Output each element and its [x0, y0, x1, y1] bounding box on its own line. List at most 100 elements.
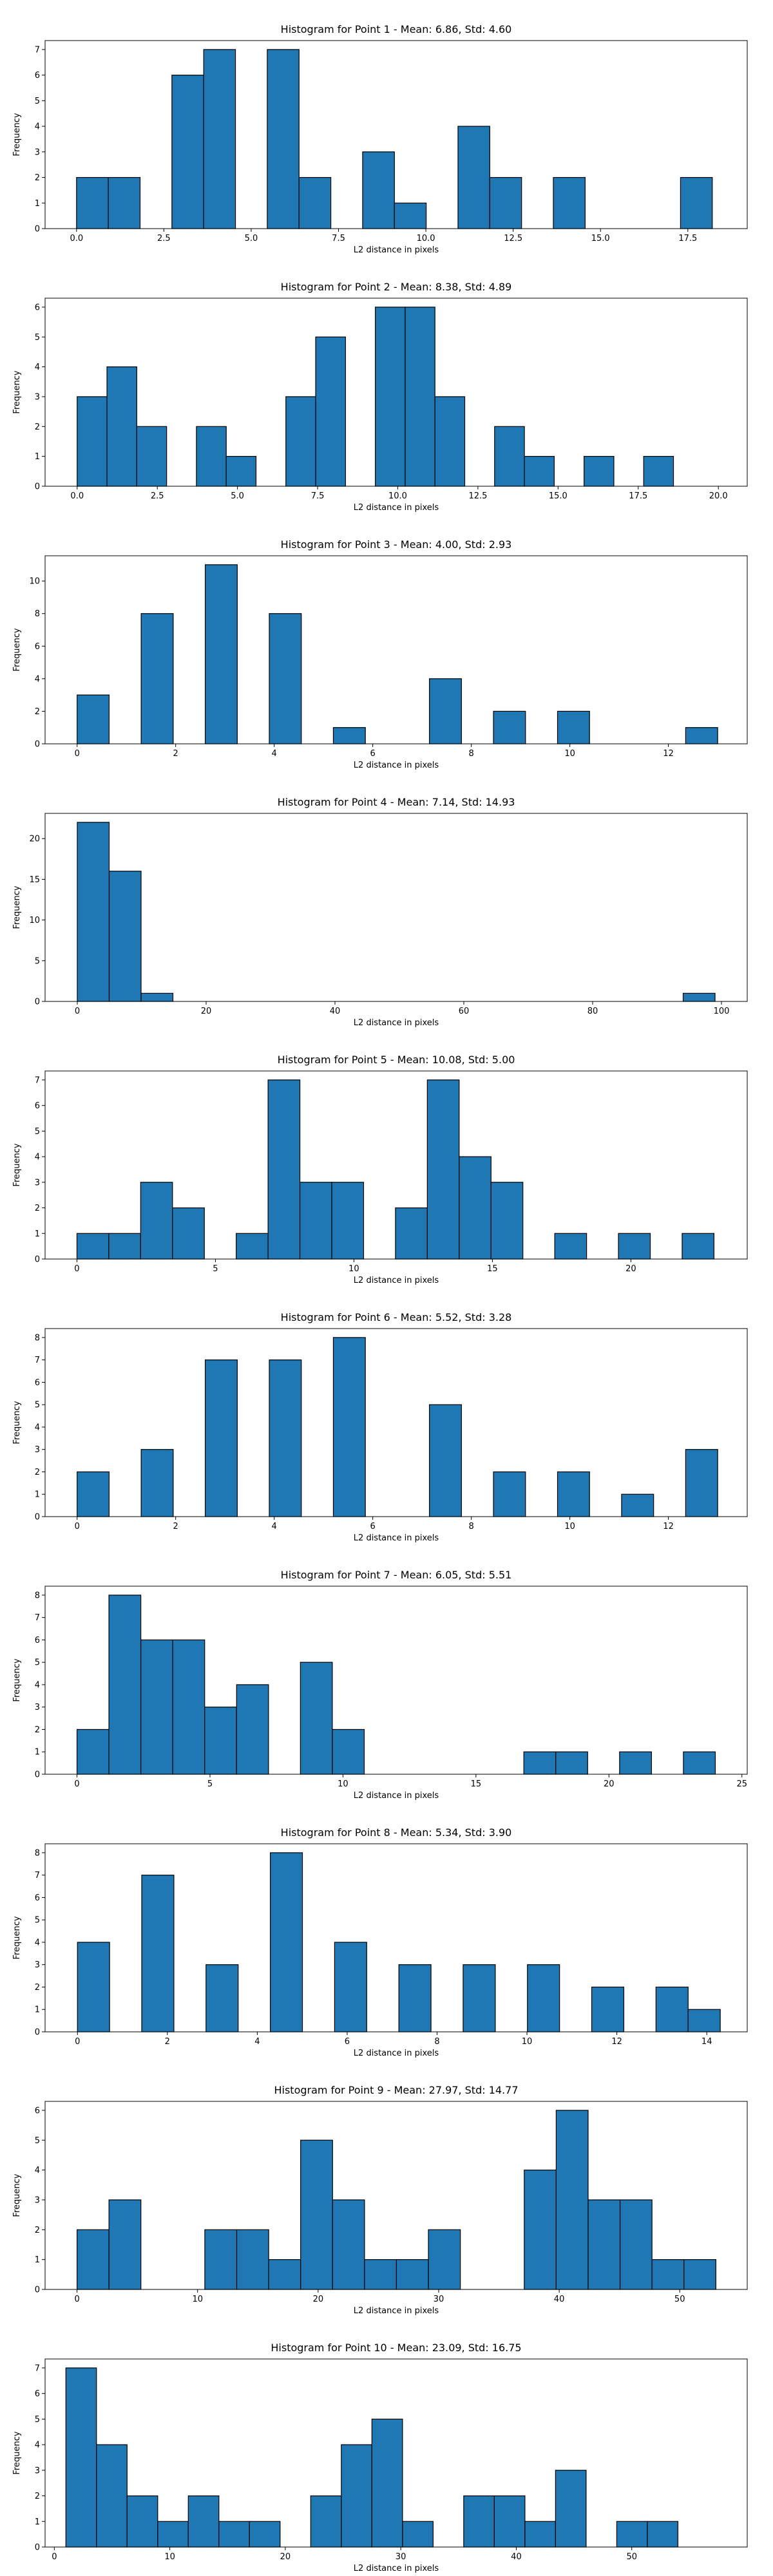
histogram-bar: [108, 871, 142, 1002]
histogram-bar: [187, 2495, 220, 2548]
y-tick-label: 4: [35, 2441, 40, 2450]
y-tick-label: 6: [35, 1378, 40, 1388]
histogram-bar: [683, 1751, 716, 1775]
histogram-bar: [459, 1156, 491, 1260]
x-axis-label: L2 distance in pixels: [354, 761, 439, 770]
x-tick-label: 100: [714, 1007, 730, 1016]
x-tick-label: 25: [736, 1779, 747, 1789]
chart-title: Histogram for Point 2 - Mean: 8.38, Std:…: [281, 281, 512, 293]
histogram-bar: [584, 456, 615, 487]
histogram-bar: [106, 366, 137, 487]
histogram-bar: [426, 1079, 460, 1260]
x-tick-label: 8: [469, 749, 474, 759]
x-tick-label: 20: [313, 2295, 324, 2304]
y-tick-label: 1: [35, 2517, 40, 2527]
histogram-bar: [398, 1964, 432, 2032]
histogram-bar: [77, 694, 110, 744]
x-tick-label: 17.5: [629, 491, 647, 501]
y-tick-label: 3: [35, 392, 40, 402]
histogram-bar: [96, 2444, 128, 2548]
y-tick-label: 2: [35, 2492, 40, 2501]
x-tick-label: 0: [75, 1007, 80, 1016]
histogram-bar: [616, 2521, 648, 2548]
x-tick-label: 0: [75, 749, 80, 759]
y-tick-label: 8: [35, 1591, 40, 1600]
x-tick-label: 20.0: [709, 491, 728, 501]
histogram-bar: [204, 564, 238, 744]
bars: [76, 1595, 716, 1775]
y-axis-label: Frequency: [12, 2174, 22, 2217]
x-tick-label: 0.0: [70, 491, 84, 501]
histogram-bar: [553, 176, 586, 229]
y-tick-label: 2: [35, 2226, 40, 2235]
axes-frame: [44, 298, 748, 487]
histogram-bar: [76, 1233, 110, 1260]
x-tick-label: 4: [254, 2037, 260, 2047]
y-tick-label: 3: [35, 2195, 40, 2205]
histogram-bar: [429, 678, 462, 744]
histogram-bar: [621, 1493, 654, 1517]
y-tick-label: 7: [35, 1871, 40, 1880]
histogram-bar: [463, 2495, 495, 2548]
x-tick-label: 4: [272, 1522, 277, 1531]
histogram-bar: [619, 2199, 653, 2290]
y-tick-label: 1: [35, 1748, 40, 1757]
histogram-bar: [647, 2521, 679, 2548]
histogram-bar: [298, 176, 332, 229]
y-tick-label: 1: [35, 1490, 40, 1500]
y-tick-label: 8: [35, 1333, 40, 1343]
y-tick-label: 2: [35, 1468, 40, 1477]
bars: [77, 564, 718, 744]
histogram-bar: [555, 2470, 587, 2548]
histogram-chart-9: Histogram for Point 9 - Mean: 27.97, Std…: [12, 2084, 748, 2316]
histogram-chart-10: Histogram for Point 10 - Mean: 23.09, St…: [12, 2342, 748, 2573]
y-tick-label: 6: [35, 2389, 40, 2399]
histogram-bar: [77, 396, 108, 487]
y-tick-label: 4: [35, 1423, 40, 1432]
axes-frame: [44, 2358, 748, 2548]
x-tick-label: 0: [74, 1779, 79, 1789]
x-tick-label: 12.5: [468, 491, 487, 501]
x-tick-label: 10: [192, 2295, 203, 2304]
y-tick-label: 0: [35, 482, 40, 492]
histogram-bar: [204, 2229, 238, 2290]
histogram-bar: [524, 456, 555, 487]
histogram-bar: [332, 1337, 366, 1517]
axes-frame: [44, 1843, 748, 2032]
histogram-bar: [269, 613, 302, 744]
histogram-bar: [494, 426, 525, 487]
x-tick-label: 12.5: [504, 234, 522, 243]
x-tick-label: 7.5: [332, 234, 345, 243]
x-tick-label: 5: [213, 1264, 218, 1274]
x-tick-label: 15.0: [549, 491, 568, 501]
histogram-bar: [371, 2418, 403, 2548]
x-tick-label: 8: [434, 2037, 439, 2047]
y-tick-label: 1: [35, 1229, 40, 1239]
x-axis-label: L2 distance in pixels: [354, 2564, 439, 2573]
chart-title: Histogram for Point 10 - Mean: 23.09, St…: [271, 2342, 521, 2354]
histogram-bar: [618, 1233, 651, 1260]
x-tick-label: 15.0: [591, 234, 610, 243]
histogram-bar: [205, 1964, 239, 2032]
y-tick-label: 5: [35, 333, 40, 343]
histogram-bar: [395, 1207, 428, 1260]
y-tick-label: 3: [35, 1703, 40, 1712]
y-tick-label: 2: [35, 1204, 40, 1213]
histogram-bar: [434, 396, 466, 487]
histogram-chart-5: Histogram for Point 5 - Mean: 10.08, Std…: [12, 1054, 748, 1285]
histogram-bar: [236, 1233, 269, 1260]
y-tick-label: 6: [35, 303, 40, 312]
histogram-bar: [402, 2521, 434, 2548]
histogram-bar: [682, 1233, 715, 1260]
x-tick-label: 5.0: [245, 234, 258, 243]
x-tick-label: 10.0: [388, 491, 407, 501]
histogram-bar: [269, 1359, 302, 1517]
axes-frame: [44, 1070, 748, 1260]
x-tick-label: 12: [663, 1522, 674, 1531]
histogram-bar: [651, 2259, 685, 2290]
y-tick-label: 5: [35, 2136, 40, 2146]
bars: [77, 1852, 721, 2032]
x-tick-label: 2: [173, 749, 178, 759]
x-tick-label: 5.0: [231, 491, 244, 501]
y-tick-label: 5: [35, 97, 40, 106]
